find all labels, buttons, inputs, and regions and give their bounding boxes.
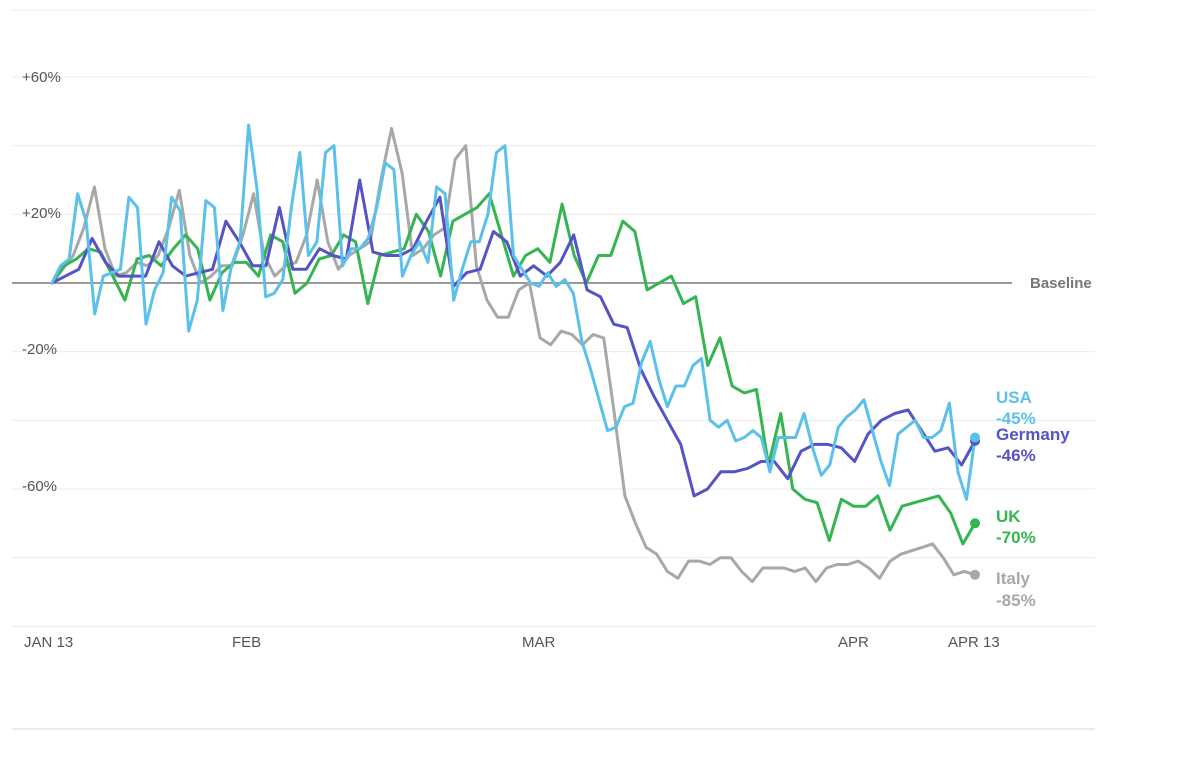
italy-series-value: -85% [996, 591, 1036, 610]
x-tick-label: APR 13 [948, 634, 1000, 651]
x-tick-label: JAN 13 [24, 634, 73, 651]
x-tick-label: APR [838, 634, 869, 651]
series-end-dots [970, 432, 980, 580]
uk-series-line [50, 192, 977, 546]
y-tick-label: +60% [22, 69, 61, 86]
italy-end-point [970, 569, 980, 580]
uk-series-value: -70% [996, 528, 1036, 547]
x-tick-label: MAR [522, 634, 556, 651]
usa-end-point [970, 432, 980, 443]
series-lines [50, 123, 977, 584]
y-tick-label: -20% [22, 341, 57, 358]
usa-series-value: -45% [996, 409, 1036, 428]
germany-series-name: Germany [996, 425, 1070, 444]
baseline-label: Baseline [1030, 275, 1092, 292]
italy-series-name: Italy [996, 569, 1031, 588]
usa-series-name: USA [996, 388, 1032, 407]
uk-end-point [970, 518, 980, 529]
germany-series-value: -46% [996, 446, 1036, 465]
y-axis-tick-labels: +60% +20% -20% -60% [22, 69, 61, 495]
uk-series-name: UK [996, 507, 1021, 526]
x-axis-tick-labels: JAN 13 FEB MAR APR APR 13 [24, 634, 1000, 651]
germany-series-line [50, 178, 977, 498]
y-tick-label: +20% [22, 205, 61, 222]
series-end-labels: USA -45% Germany -46% UK -70% Italy -85% [996, 388, 1070, 610]
x-tick-label: FEB [232, 634, 261, 651]
y-tick-label: -60% [22, 478, 57, 495]
gridlines [12, 76, 1095, 627]
usa-series-line [50, 123, 977, 501]
